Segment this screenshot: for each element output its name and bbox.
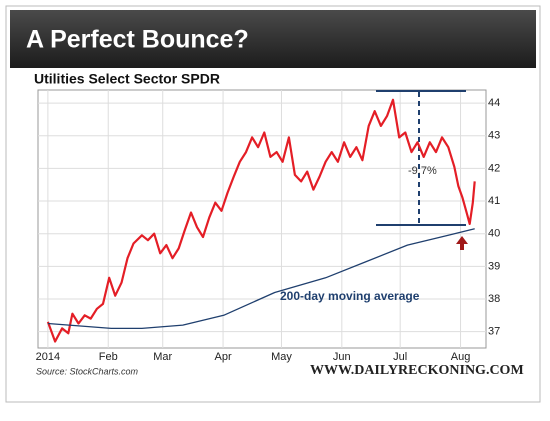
y-tick-label: 39 (488, 260, 500, 272)
x-tick-label: Mar (153, 351, 172, 363)
credit: WWW.DAILYRECKONING.COM (310, 363, 524, 378)
series-line (46, 98, 476, 343)
header-bar (10, 10, 536, 68)
series-line (47, 228, 475, 330)
chart-title: A Perfect Bounce? (26, 26, 249, 54)
y-tick-label: 44 (488, 97, 500, 109)
bounce-arrow (456, 236, 468, 250)
x-tick-label: Apr (215, 351, 232, 363)
plot-area (37, 89, 487, 349)
x-tick-label: Feb (99, 351, 118, 363)
y-tick-label: 38 (488, 293, 500, 305)
series-label: 200-day moving average (280, 289, 420, 303)
y-tick-label: 37 (488, 326, 500, 338)
drop-annotation: -9.7% (408, 165, 437, 177)
y-tick-label: 41 (488, 195, 500, 207)
source: Source: StockCharts.com (36, 366, 139, 376)
y-tick-label: 40 (488, 228, 500, 240)
x-tick-label: May (271, 351, 292, 363)
x-tick-label: Jul (393, 351, 407, 363)
y-tick-label: 42 (488, 162, 500, 174)
chart-subtitle: Utilities Select Sector SPDR (34, 71, 220, 87)
y-tick-label: 43 (488, 130, 500, 142)
x-tick-label: 2014 (36, 351, 60, 363)
x-tick-label: Jun (333, 351, 351, 363)
x-tick-label: Aug (451, 351, 471, 363)
